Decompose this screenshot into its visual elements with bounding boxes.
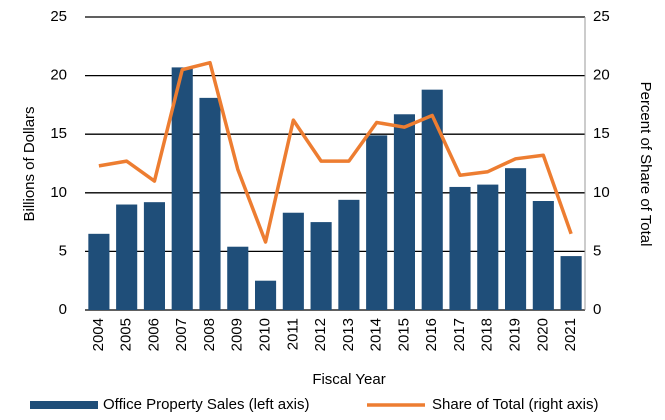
- y-axis-label: Billions of Dollars: [21, 106, 38, 221]
- y-tick-label: 15: [50, 125, 67, 142]
- x-tick-label: 2007: [173, 318, 190, 351]
- x-axis-label: Fiscal Year: [312, 371, 385, 388]
- bar: [366, 135, 388, 310]
- x-tick-label: 2016: [423, 318, 440, 351]
- x-tick-label: 2013: [340, 318, 357, 351]
- legend-label: Office Property Sales (left axis): [103, 396, 309, 413]
- bar: [143, 202, 165, 310]
- bar: [560, 256, 582, 310]
- x-tick-label: 2006: [145, 318, 162, 351]
- x-tick-label: 2009: [229, 318, 246, 351]
- y2-tick-label: 0: [593, 301, 601, 318]
- y2-tick-label: 15: [593, 125, 610, 142]
- x-tick-label: 2015: [395, 318, 412, 351]
- x-tick-label: 2005: [118, 318, 135, 351]
- y-tick-label: 0: [59, 301, 67, 318]
- bar: [116, 204, 138, 310]
- y2-axis-label: Percent of Share of Total: [637, 82, 654, 247]
- bar: [255, 280, 277, 310]
- bar: [338, 199, 360, 310]
- x-tick-label: 2014: [368, 318, 385, 351]
- bar: [282, 212, 304, 310]
- y2-tick-label: 25: [593, 8, 610, 25]
- bar: [88, 233, 110, 310]
- x-tick-label: 2017: [451, 318, 468, 351]
- legend-label: Share of Total (right axis): [432, 396, 598, 413]
- bar: [449, 186, 471, 310]
- x-tick-label: 2012: [312, 318, 329, 351]
- bar: [532, 201, 554, 310]
- x-tick-label: 2004: [90, 318, 107, 351]
- x-tick-label: 2021: [562, 318, 579, 351]
- x-tick-label: 2008: [201, 318, 218, 351]
- bar: [505, 168, 527, 310]
- y-tick-label: 10: [50, 184, 67, 201]
- y-tick-label: 5: [59, 242, 67, 259]
- bar: [310, 222, 332, 310]
- bar: [393, 114, 415, 310]
- bar: [421, 89, 443, 310]
- bar: [227, 246, 249, 310]
- x-tick-label: 2010: [257, 318, 274, 351]
- y2-tick-label: 20: [593, 67, 610, 84]
- bar: [477, 184, 499, 310]
- y-tick-label: 20: [50, 67, 67, 84]
- x-tick-label: 2018: [479, 318, 496, 351]
- y2-tick-label: 10: [593, 184, 610, 201]
- y-tick-label: 25: [50, 8, 67, 25]
- x-tick-label: 2011: [284, 318, 301, 350]
- bar: [199, 97, 221, 310]
- bar: [171, 67, 193, 311]
- legend-swatch: [30, 401, 98, 409]
- x-tick-label: 2019: [507, 318, 524, 351]
- x-tick-label: 2020: [534, 318, 551, 351]
- line: [98, 60, 573, 244]
- y2-tick-label: 5: [593, 242, 601, 259]
